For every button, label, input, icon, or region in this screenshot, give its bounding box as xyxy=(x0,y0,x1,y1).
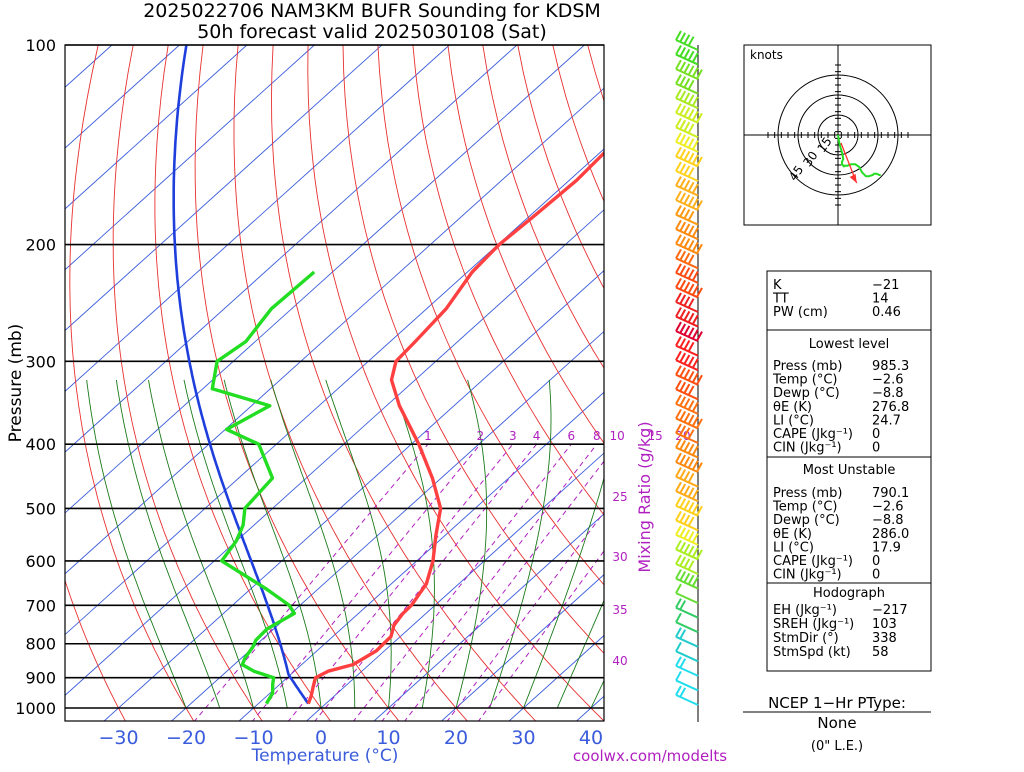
isotherm-line xyxy=(0,45,719,722)
ptype-heading: NCEP 1−Hr PType: xyxy=(768,694,906,712)
pressure-tick-label: 1000 xyxy=(15,699,56,718)
temperature-tick-label: −20 xyxy=(166,727,206,749)
stat-label: StmSpd (kt) xyxy=(773,645,851,660)
stat-value: 0 xyxy=(872,441,880,456)
ptype-accumulation: (0" L.E.) xyxy=(811,739,863,754)
isotherm-line xyxy=(0,45,247,722)
isotherm-line xyxy=(0,45,584,722)
theta-e-tick-label: 25 xyxy=(612,490,627,504)
stat-label: EH (Jkg⁻¹) xyxy=(773,603,837,618)
stat-value: 103 xyxy=(872,617,897,632)
stat-value: 58 xyxy=(872,645,889,660)
footer-credit: coolwx.com/modelts xyxy=(573,747,727,765)
isotherm-line xyxy=(0,45,314,722)
x-axis-label: Temperature (°C) xyxy=(251,746,399,766)
moist-adiabat-line xyxy=(490,380,551,708)
theta-e-tick-label: 40 xyxy=(612,654,627,668)
stat-label: CIN (Jkg⁻¹) xyxy=(773,441,842,456)
pressure-tick-label: 800 xyxy=(25,635,56,654)
dry-adiabat-line xyxy=(1007,45,1024,722)
stat-label: CIN (Jkg⁻¹) xyxy=(773,568,842,583)
mixing-ratio-tick-label: 2 xyxy=(477,429,485,443)
mixing-ratio-tick-label: 10 xyxy=(609,429,624,443)
isotherm-line xyxy=(440,45,1024,722)
mixing-ratio-line xyxy=(288,444,513,722)
y-axis-label: Pressure (mb) xyxy=(6,324,26,443)
isotherm-line xyxy=(0,45,517,722)
pressure-tick-label: 700 xyxy=(25,596,56,615)
pressure-tick-label: 300 xyxy=(25,352,56,371)
chart-subtitle: 50h forecast valid 2025030108 (Sat) xyxy=(197,21,547,43)
isotherm-line xyxy=(0,45,382,722)
pressure-tick-label: 600 xyxy=(25,552,56,571)
stat-value: 0.46 xyxy=(872,305,901,320)
dry-adiabat-line xyxy=(308,45,605,722)
stat-label: StmDir (°) xyxy=(773,631,839,646)
dry-adiabat-line xyxy=(25,45,126,722)
temperature-tick-label: 30 xyxy=(511,727,535,749)
isotherm-line xyxy=(35,45,787,722)
pressure-tick-label: 200 xyxy=(25,236,56,255)
mixing-ratio-tick-label: 6 xyxy=(567,429,575,443)
pressure-tick-label: 500 xyxy=(25,499,56,518)
chart-title: 2025022706 NAM3KM BUFR Sounding for KDSM xyxy=(143,0,601,22)
hodograph-units: knots xyxy=(750,48,783,62)
theta-e-tick-label: 30 xyxy=(612,550,627,564)
temperature-tick-label: 20 xyxy=(444,727,468,749)
isotherm-line xyxy=(103,45,855,722)
moist-adiabat-line xyxy=(87,380,186,708)
theta-e-tick-label: 35 xyxy=(612,603,627,617)
isotherm-line xyxy=(0,45,652,722)
mixing-ratio-tick-label: 1 xyxy=(424,429,432,443)
dry-adiabat-line xyxy=(937,45,1024,722)
mixing-ratio-tick-label: 3 xyxy=(509,429,517,443)
stat-value: 338 xyxy=(872,631,897,646)
theta-e-tick-labels: 25 30 35 40 xyxy=(612,490,627,668)
moist-adiabat-line xyxy=(326,380,391,708)
mixing-ratio-line xyxy=(252,444,481,722)
dry-adiabat-line xyxy=(972,45,1024,722)
dry-adiabat-line xyxy=(155,45,331,722)
mixing-ratio-line xyxy=(447,444,656,722)
mixing-ratio-tick-label: 4 xyxy=(533,429,541,443)
ptype-value: None xyxy=(817,714,856,732)
pressure-tick-label: 100 xyxy=(25,36,56,55)
temperature-tick-label: 40 xyxy=(579,727,603,749)
stats-section-heading: Most Unstable xyxy=(803,463,896,478)
isotherm-line xyxy=(0,45,179,722)
mixing-ratio-axis-label: Mixing Ratio (g/kg) xyxy=(635,421,654,572)
pressure-tick-label: 400 xyxy=(25,435,56,454)
dry-adiabat-line xyxy=(113,45,263,722)
stat-label: PW (cm) xyxy=(773,305,828,320)
temperature-tick-label: −30 xyxy=(98,727,138,749)
stat-label: SREH (Jkg⁻¹) xyxy=(773,617,854,632)
mixing-ratio-line xyxy=(353,444,571,722)
stats-section-heading: Hodograph xyxy=(813,586,885,601)
stat-value: −217 xyxy=(872,603,908,618)
pressure-tick-label: 900 xyxy=(25,669,56,688)
stats-section-heading: Lowest level xyxy=(809,337,890,352)
stat-value: 0 xyxy=(872,568,880,583)
mixing-ratio-tick-label: 8 xyxy=(593,429,601,443)
moist-adiabat-line xyxy=(224,380,321,708)
